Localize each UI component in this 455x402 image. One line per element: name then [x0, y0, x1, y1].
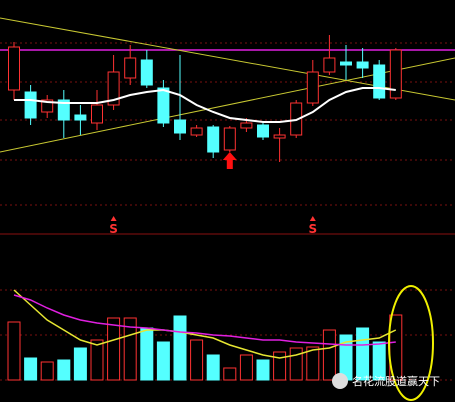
buy-arrow	[222, 152, 237, 169]
candle-body	[24, 91, 37, 119]
candle-body	[323, 57, 336, 73]
volume-bar	[206, 354, 220, 381]
candle-body	[41, 99, 54, 113]
volume-bar	[57, 359, 71, 381]
candle-body	[140, 59, 153, 86]
volume-bar	[90, 339, 104, 381]
trendline	[0, 17, 455, 101]
volume-bar	[289, 347, 303, 381]
moving-average	[14, 87, 396, 123]
volume-bar	[322, 329, 336, 381]
signal-arrow	[309, 216, 316, 221]
signal-arrow	[110, 216, 117, 221]
volume-bar	[107, 317, 121, 381]
volume-bar	[73, 347, 87, 381]
candle-body	[174, 119, 186, 134]
watermark: 名花流股道赢天下	[332, 373, 440, 389]
volume-ma	[13, 289, 397, 359]
candle-body	[8, 46, 20, 91]
candle-body	[124, 57, 137, 79]
candle-body	[157, 87, 170, 124]
candle-body	[74, 114, 87, 121]
candle-body	[273, 134, 286, 139]
volume-bar	[40, 361, 54, 381]
volume-bar	[273, 351, 287, 381]
volume-bar	[173, 315, 187, 381]
volume-bar	[239, 354, 253, 381]
volume-bar	[7, 321, 21, 381]
candle-body	[240, 122, 253, 129]
volume-ma	[13, 294, 396, 346]
volume-bar	[372, 341, 386, 381]
watermark-icon	[332, 373, 348, 389]
signal-label: S	[109, 222, 118, 236]
highlight-ellipse	[388, 285, 434, 401]
candle-body	[389, 49, 402, 99]
candle-body	[91, 104, 103, 124]
volume-bar	[156, 341, 170, 381]
volume-bar	[140, 327, 154, 381]
candle-body	[107, 71, 120, 106]
volume-bar	[356, 327, 370, 381]
watermark-text: 名花流股道赢天下	[352, 374, 440, 388]
candle-body	[373, 64, 386, 99]
candle-body	[190, 127, 203, 136]
candle-body	[306, 71, 319, 104]
volume-bar	[190, 339, 204, 381]
candle-body	[57, 99, 70, 121]
candle-body	[207, 126, 220, 153]
volume-bar	[306, 346, 320, 381]
candle-body	[223, 127, 236, 151]
candle-body	[356, 61, 369, 69]
volume-bar	[256, 359, 270, 381]
volume-bar	[24, 357, 38, 381]
signal-label: S	[308, 222, 317, 236]
candle-body	[340, 61, 352, 66]
candle-body	[257, 124, 269, 138]
volume-bar	[223, 367, 237, 381]
